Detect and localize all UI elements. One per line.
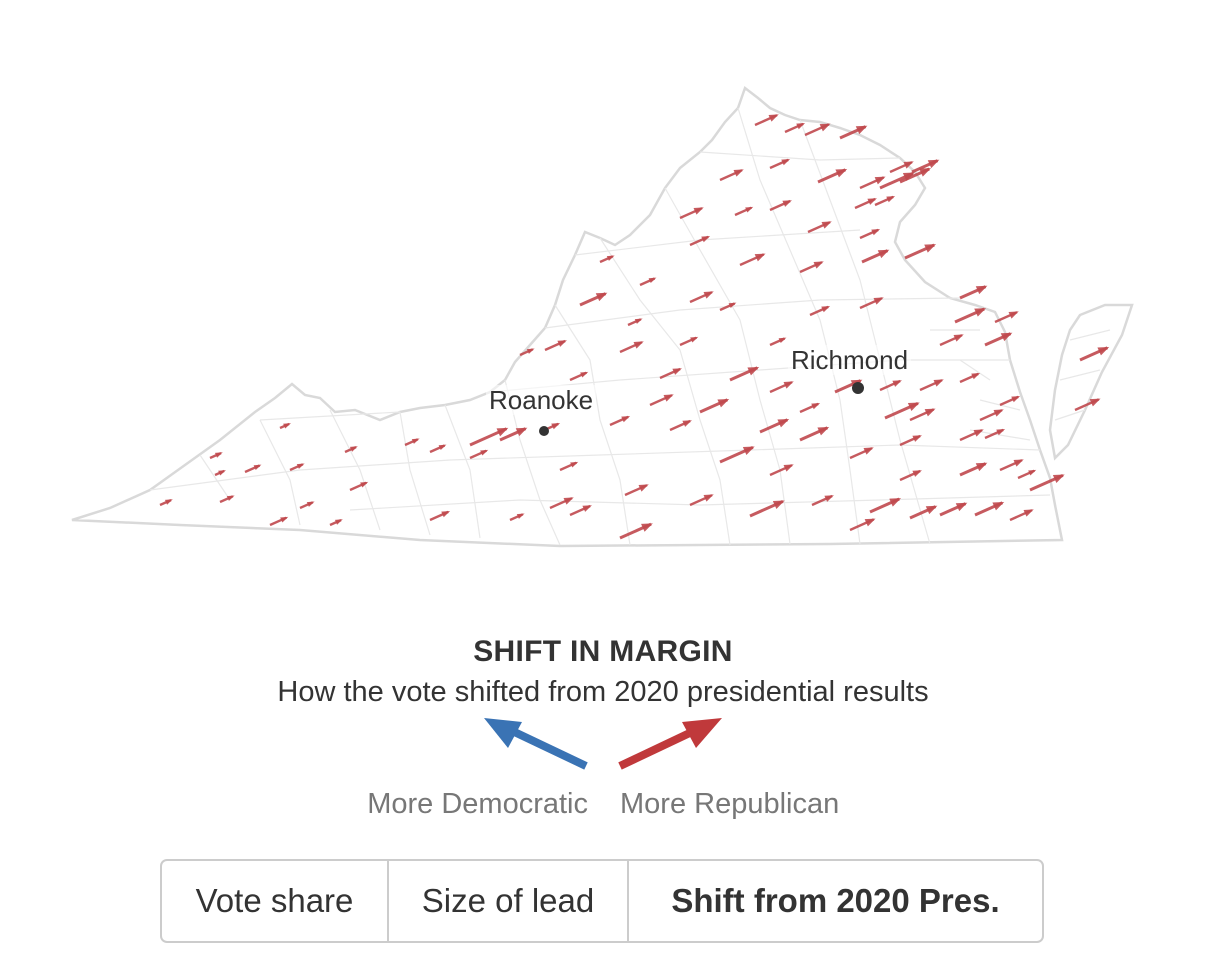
legend-subtitle: How the vote shifted from 2020 president…: [277, 676, 929, 708]
toggle-shift-from-2020[interactable]: Shift from 2020 Pres.: [627, 861, 1042, 941]
eastern-shore-outline: [1048, 303, 1134, 461]
toggle-vote-share[interactable]: Vote share: [195, 882, 354, 919]
legend-dem-label: More Democratic: [367, 788, 588, 820]
legend-arrows: [484, 718, 722, 770]
virginia-outline: [71, 85, 1064, 548]
legend-rep-arrow: [618, 718, 722, 770]
city-label-richmond: Richmond: [788, 345, 912, 375]
legend-rep-label: More Republican: [620, 788, 840, 820]
roanoke-dot: [539, 426, 549, 436]
legend-title: SHIFT IN MARGIN: [473, 635, 733, 668]
virginia-map: [71, 85, 1134, 548]
richmond-dot: [852, 382, 864, 394]
map-area: Richmond Roanoke: [71, 85, 1134, 548]
view-toggle: Vote share Size of lead Shift from 2020 …: [160, 859, 1044, 943]
city-label-roanoke: Roanoke: [486, 385, 597, 415]
shift-arrows: [159, 114, 1110, 540]
legend-dem-arrow: [484, 718, 588, 770]
legend: SHIFT IN MARGIN How the vote shifted fro…: [0, 630, 1206, 820]
toggle-size-of-lead[interactable]: Size of lead: [387, 861, 627, 941]
